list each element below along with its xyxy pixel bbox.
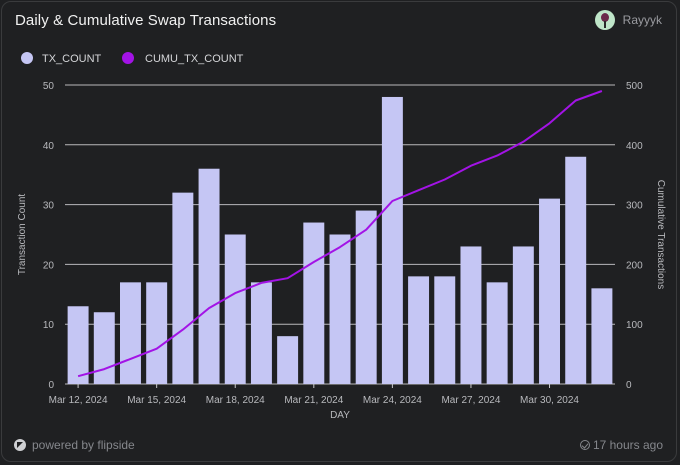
bar (565, 156, 587, 384)
y-tick-label: 20 (43, 260, 55, 271)
chart-title: Daily & Cumulative Swap Transactions (15, 12, 277, 29)
legend-marker-cumu-tx-count (122, 52, 134, 64)
x-tick-label: Mar 21, 2024 (284, 395, 343, 406)
y2-tick-label: 300 (626, 201, 643, 212)
check-circle-icon (579, 440, 590, 450)
user-badge[interactable]: Rayyyk (594, 10, 662, 30)
x-tick-label: Mar 12, 2024 (49, 395, 108, 406)
bar (303, 222, 325, 384)
last-updated: 17 hours ago (579, 438, 663, 452)
y-tick-label: 30 (43, 201, 55, 212)
series-line-cumu-tx-count (77, 90, 603, 378)
x-tick-label: Mar 24, 2024 (363, 395, 422, 406)
powered-by[interactable]: powered by flipside (14, 438, 135, 452)
flipside-logo-icon (14, 439, 26, 451)
x-tick-label: Mar 15, 2024 (127, 395, 186, 406)
legend-label-cumu-tx-count: CUMU_TX_COUNT (145, 53, 244, 65)
bar (120, 282, 141, 384)
legend-label-tx-count: TX_COUNT (42, 53, 102, 65)
x-tick-label: Mar 18, 2024 (206, 395, 265, 406)
bar (434, 276, 456, 384)
bar (408, 276, 430, 384)
x-axis-title: DAY (330, 410, 350, 421)
y-tick-label: 10 (43, 320, 55, 331)
bar (198, 168, 220, 384)
bar (355, 210, 377, 384)
y2-tick-label: 200 (626, 260, 643, 271)
y2-tick-label: 100 (626, 320, 643, 331)
bar (277, 336, 299, 384)
bar (460, 246, 482, 384)
bar (250, 282, 272, 384)
bar (381, 96, 403, 385)
y2-tick-label: 0 (626, 380, 632, 391)
avatar[interactable] (594, 10, 615, 30)
bar (539, 198, 560, 384)
x-tick-label: Mar 30, 2024 (520, 395, 579, 406)
bar (93, 312, 115, 384)
y2-axis-title: Cumulative Transactions (655, 180, 666, 290)
bar (512, 246, 534, 384)
bar (224, 234, 246, 384)
bar (329, 234, 351, 384)
bar (486, 282, 508, 384)
y-axis-title: Transaction Count (17, 194, 28, 276)
x-tick-label: Mar 27, 2024 (441, 395, 500, 406)
bar (591, 288, 613, 384)
y2-tick-label: 500 (626, 81, 643, 92)
legend-marker-tx-count (21, 52, 33, 64)
powered-by-text: powered by flipside (32, 438, 135, 452)
y-tick-label: 40 (43, 141, 55, 152)
bar (67, 306, 89, 384)
bar (146, 282, 168, 384)
y2-tick-label: 400 (626, 141, 643, 152)
y-tick-label: 0 (48, 380, 54, 391)
y-tick-label: 50 (43, 81, 55, 92)
username[interactable]: Rayyyk (622, 13, 662, 27)
bar (172, 192, 194, 384)
last-updated-text: 17 hours ago (592, 438, 663, 452)
